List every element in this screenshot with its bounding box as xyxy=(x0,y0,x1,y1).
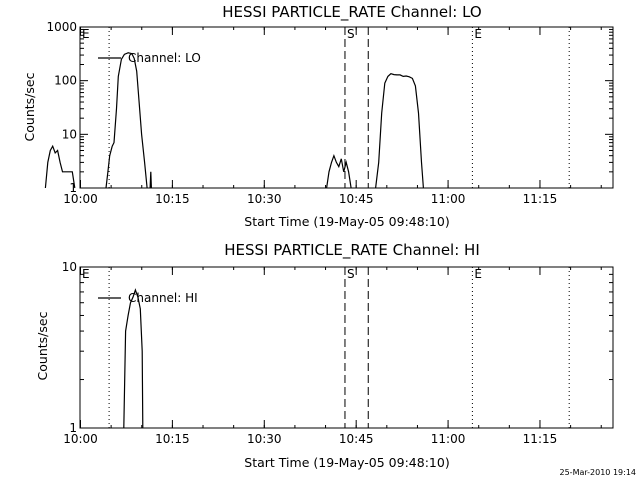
panel-lo: HESSI PARTICLE_RATE Channel: LO Start Ti… xyxy=(22,3,614,229)
timestamp: 25-Mar-2010 19:14 xyxy=(560,468,637,477)
event-marker-label: S xyxy=(347,27,355,41)
y-tick-label: 1000 xyxy=(46,20,77,34)
plot-area-hi: 10:00 10:15 10:30 10:45 11:00 11:15 1 10 E S E Chan… xyxy=(62,260,614,446)
x-tick-label: 11:00 xyxy=(431,192,466,206)
panel-hi: HESSI PARTICLE_RATE Channel: HI Start Ti… xyxy=(35,241,614,470)
y-axis-label-hi: Counts/sec xyxy=(35,311,50,380)
legend-label-hi: Channel: HI xyxy=(128,291,198,305)
x-tick-label: 11:15 xyxy=(523,192,558,206)
x-axis-label-lo: Start Time (19-May-05 09:48:10) xyxy=(244,214,449,229)
x-tick-label: 10:00 xyxy=(63,192,98,206)
x-tick-label: 10:30 xyxy=(247,192,282,206)
x-tick-label: 11:00 xyxy=(431,432,466,446)
y-axis-label-lo: Counts/sec xyxy=(22,72,37,141)
series-line-lo xyxy=(375,73,424,189)
series-line-lo xyxy=(326,153,352,189)
plot-frame-hi xyxy=(79,266,614,429)
series-line-lo xyxy=(149,171,152,189)
x-axis-label-hi: Start Time (19-May-05 09:48:10) xyxy=(244,455,449,470)
series-line-hi xyxy=(123,288,144,429)
y-tick-label: 10 xyxy=(62,127,77,141)
y-tick-label: 10 xyxy=(62,260,77,274)
x-tick-label: 10:45 xyxy=(339,192,374,206)
x-tick-label: 10:45 xyxy=(339,432,374,446)
event-marker-label: E xyxy=(474,267,482,281)
chart-title-lo: HESSI PARTICLE_RATE Channel: LO xyxy=(222,3,481,22)
y-tick-label: 1 xyxy=(69,181,77,195)
series-line-lo xyxy=(105,52,148,189)
x-tick-label: 10:30 xyxy=(247,432,282,446)
legend-label-lo: Channel: LO xyxy=(128,51,201,65)
plot-area-lo: 10:00 10:15 10:30 10:45 11:00 11:15 1 10 100 1000… xyxy=(44,20,614,206)
event-marker-label: E xyxy=(474,27,482,41)
x-tick-label: 10:00 xyxy=(63,432,98,446)
event-marker-label: S xyxy=(347,267,355,281)
chart-title-hi: HESSI PARTICLE_RATE Channel: HI xyxy=(224,241,480,260)
x-tick-label: 11:15 xyxy=(523,432,558,446)
series-line-lo xyxy=(44,144,76,189)
event-marker-label: E xyxy=(82,27,90,41)
plot-frame-lo xyxy=(79,26,614,189)
x-tick-label: 10:15 xyxy=(155,192,190,206)
event-marker-label: E xyxy=(82,267,90,281)
x-tick-label: 10:15 xyxy=(155,432,190,446)
y-tick-label: 100 xyxy=(54,74,77,88)
y-tick-label: 1 xyxy=(69,421,77,435)
